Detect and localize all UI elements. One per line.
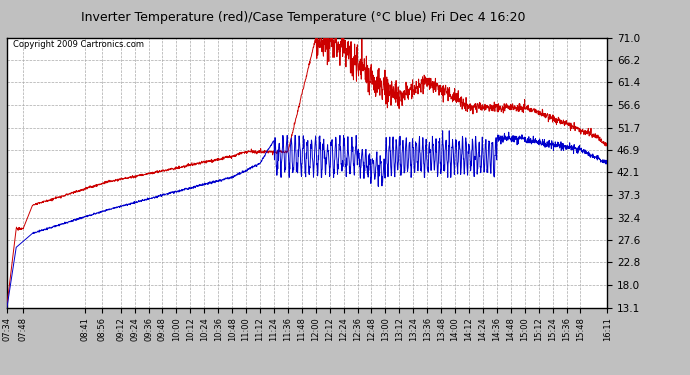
- Text: Copyright 2009 Cartronics.com: Copyright 2009 Cartronics.com: [13, 40, 144, 49]
- Text: Inverter Temperature (red)/Case Temperature (°C blue) Fri Dec 4 16:20: Inverter Temperature (red)/Case Temperat…: [81, 11, 526, 24]
